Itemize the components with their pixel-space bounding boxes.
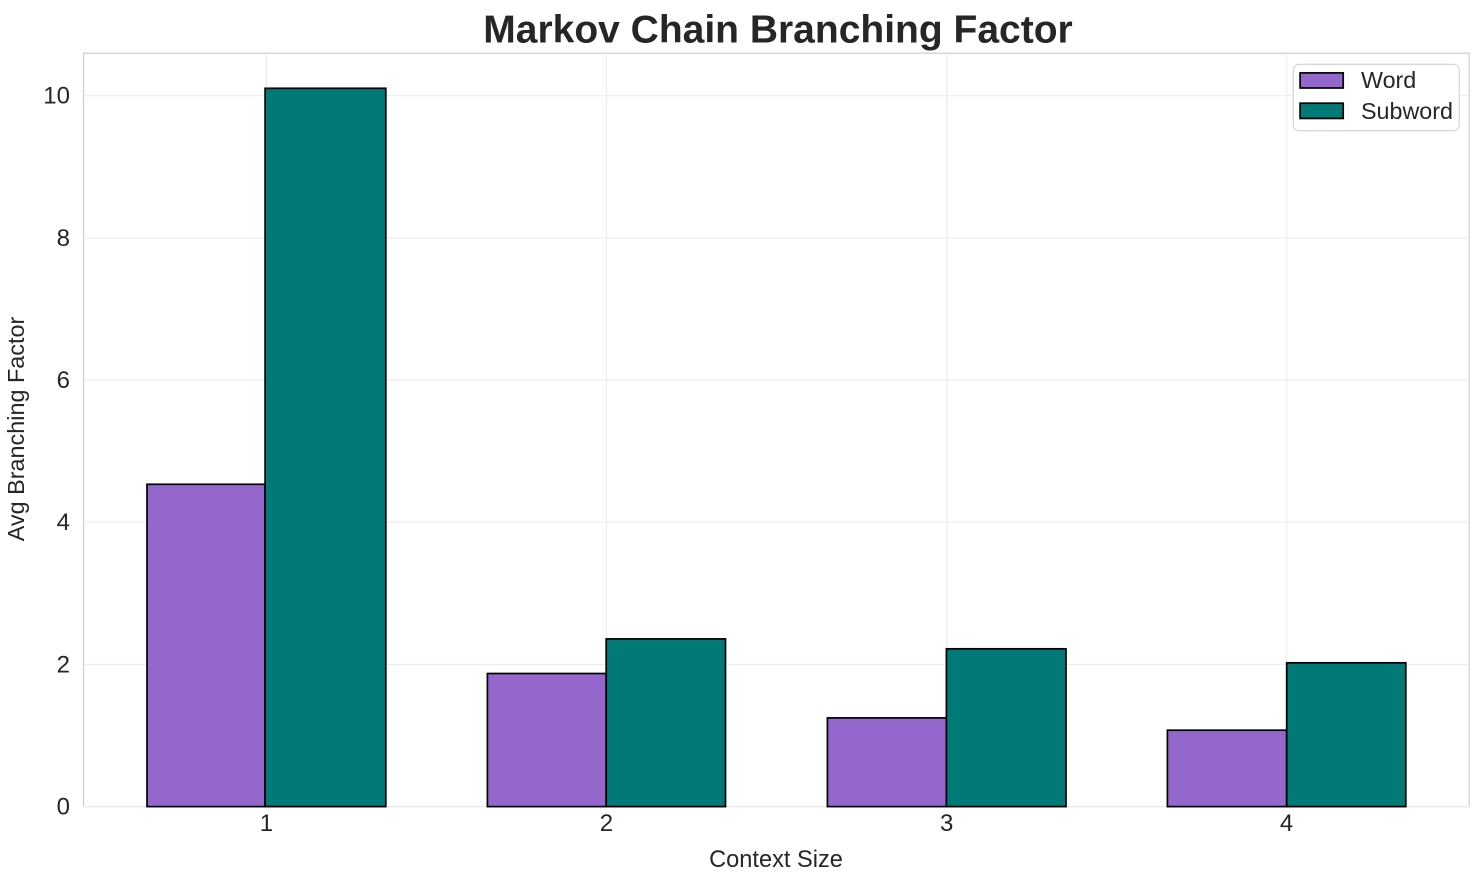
svg-text:Context Size: Context Size: [709, 847, 843, 873]
svg-text:2: 2: [57, 651, 70, 678]
svg-text:Subword: Subword: [1361, 98, 1453, 124]
svg-text:8: 8: [57, 225, 70, 252]
svg-text:Avg Branching Factor: Avg Branching Factor: [3, 317, 29, 542]
svg-text:3: 3: [940, 810, 953, 837]
svg-text:4: 4: [57, 509, 70, 536]
svg-text:0: 0: [57, 794, 70, 821]
svg-text:4: 4: [1280, 810, 1293, 837]
svg-text:6: 6: [57, 367, 70, 394]
svg-text:Markov Chain Branching Factor: Markov Chain Branching Factor: [483, 9, 1072, 52]
svg-text:Word: Word: [1361, 67, 1416, 93]
svg-text:1: 1: [260, 810, 273, 837]
svg-text:10: 10: [43, 83, 70, 110]
svg-text:2: 2: [600, 810, 613, 837]
